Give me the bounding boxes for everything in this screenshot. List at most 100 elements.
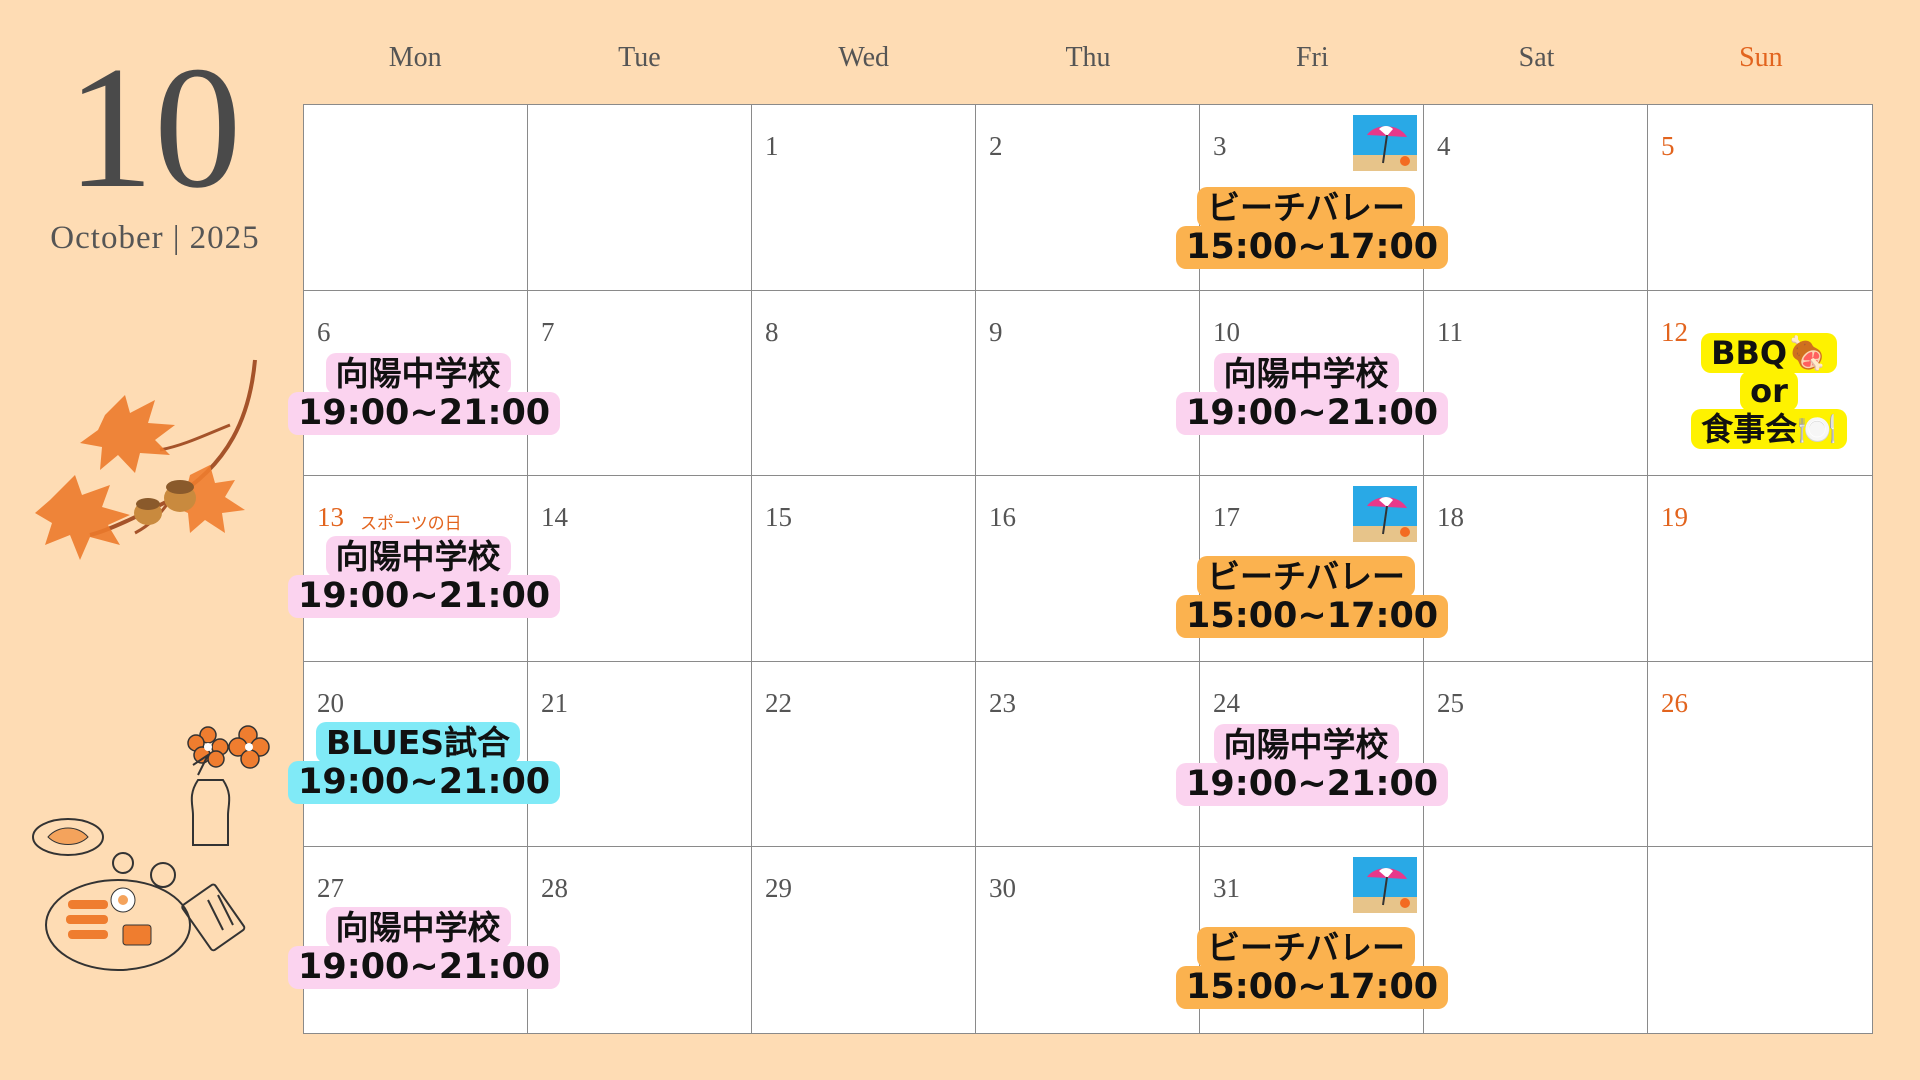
calendar-cell-day-15[interactable]: 15 (752, 476, 976, 662)
event-school[interactable]: 向陽中学校 19:00~21:00 (1176, 352, 1449, 435)
event-bbq-line1: BBQ🍖 (1701, 332, 1837, 373)
event-bbq-line3: 食事会🍽️ (1691, 408, 1847, 449)
day-number: 2 (989, 131, 1003, 161)
day-number: 21 (541, 687, 568, 718)
event-title: 向陽中学校 (325, 352, 511, 394)
event-school[interactable]: 向陽中学校 19:00~21:00 (1176, 723, 1449, 806)
day-number: 13 (317, 502, 344, 533)
day-number: 12 (1661, 316, 1688, 347)
calendar-cell-day-27[interactable]: 27 向陽中学校 19:00~21:00 (288, 847, 561, 1033)
calendar-cell-day-14[interactable]: 14 (528, 476, 752, 662)
day-number: 23 (989, 687, 1016, 718)
calendar-cell-day-31[interactable]: 31 ビーチバレー 15:00~17:00 (1176, 847, 1449, 1033)
weekday-sun: Sun (1739, 42, 1783, 73)
calendar-cell-day-23[interactable]: 23 (976, 661, 1200, 848)
day-number: 8 (765, 316, 779, 347)
event-blues-game[interactable]: BLUES試合 19:00~21:00 (288, 721, 561, 804)
day-number: 6 (317, 316, 331, 347)
day-number: 10 (1213, 316, 1240, 347)
event-time: 15:00~17:00 (1176, 595, 1449, 639)
calendar-cell-day-10[interactable]: 10 向陽中学校 19:00~21:00 (1176, 290, 1449, 477)
calendar-cell-day-19[interactable]: 19 (1648, 476, 1872, 662)
weekday-fri: Fri (1295, 42, 1329, 73)
event-title: 向陽中学校 (1213, 723, 1399, 765)
calendar-cell-empty (1648, 847, 1872, 1033)
event-title: ビーチバレー (1197, 927, 1415, 969)
calendar-cell-day-3[interactable]: 3 ビーチバレー 15:00~17:00 (1176, 105, 1449, 291)
calendar-cell-day-4[interactable]: 4 (1424, 105, 1648, 291)
event-title: 向陽中学校 (325, 907, 511, 949)
weekday-wed: Wed (838, 42, 890, 73)
event-title: 向陽中学校 (1213, 352, 1399, 394)
calendar-cell-day-22[interactable]: 22 (752, 661, 976, 848)
day-number: 11 (1437, 316, 1463, 347)
calendar-cell-day-6[interactable]: 6 向陽中学校 19:00~21:00 (288, 290, 561, 477)
day-number: 17 (1213, 502, 1240, 533)
month-number: 10 (66, 30, 242, 224)
calendar-cell-day-20[interactable]: 20 BLUES試合 19:00~21:00 (288, 661, 561, 848)
calendar-cell-day-25[interactable]: 25 (1424, 661, 1648, 848)
event-time: 15:00~17:00 (1176, 966, 1449, 1010)
food-table-icon (32, 725, 270, 971)
weekday-tue: Tue (618, 42, 661, 73)
day-number: 15 (765, 502, 792, 533)
weekday-sat: Sat (1518, 42, 1555, 73)
day-number: 24 (1213, 687, 1240, 718)
calendar-cell-day-24[interactable]: 24 向陽中学校 19:00~21:00 (1176, 661, 1449, 848)
calendar-grid: 1 2 3 ビーチバレー 15:00~17:00 4 5 6 向陽中学校 19:… (288, 104, 1873, 1034)
calendar-cell-day-17[interactable]: 17 ビーチバレー 15:00~17:00 (1176, 476, 1449, 662)
day-number: 1 (765, 131, 779, 161)
beach-umbrella-icon (1353, 486, 1417, 543)
event-school[interactable]: 向陽中学校 19:00~21:00 (288, 536, 561, 619)
calendar-cell-day-8[interactable]: 8 (752, 290, 976, 477)
event-time: 19:00~21:00 (288, 760, 561, 804)
beach-umbrella-icon (1353, 857, 1417, 914)
day-number: 18 (1437, 502, 1464, 533)
event-title: BLUES試合 (315, 721, 521, 763)
event-time: 19:00~21:00 (288, 575, 561, 619)
calendar-cell-day-1[interactable]: 1 (752, 105, 976, 291)
calendar-cell-day-21[interactable]: 21 (528, 661, 752, 848)
event-bbq[interactable]: BBQ🍖 or 食事会🍽️ (1684, 332, 1854, 449)
event-beach-volleyball[interactable]: ビーチバレー 15:00~17:00 (1176, 187, 1449, 269)
calendar-cell-day-13[interactable]: 13 スポーツの日 向陽中学校 19:00~21:00 (288, 476, 561, 662)
weekday-mon: Mon (388, 42, 442, 73)
calendar-cell-day-2[interactable]: 2 (976, 105, 1200, 291)
event-school[interactable]: 向陽中学校 19:00~21:00 (288, 352, 561, 435)
event-time: 19:00~21:00 (1176, 391, 1449, 435)
day-number: 28 (541, 873, 568, 904)
event-time: 19:00~21:00 (1176, 762, 1449, 806)
day-number: 3 (1213, 131, 1227, 161)
calendar-cell-day-12[interactable]: 12 BBQ🍖 or 食事会🍽️ (1648, 291, 1872, 477)
calendar-cell-day-7[interactable]: 7 (528, 290, 752, 477)
day-number: 16 (989, 502, 1016, 533)
calendar-cell-empty (1424, 847, 1648, 1033)
day-number: 26 (1661, 687, 1688, 718)
event-title: ビーチバレー (1197, 556, 1415, 598)
month-year-label: October | 2025 (50, 220, 260, 256)
event-beach-volleyball[interactable]: ビーチバレー 15:00~17:00 (1176, 927, 1449, 1010)
autumn-leaves-icon (35, 359, 257, 560)
calendar-cell-day-28[interactable]: 28 (528, 847, 752, 1033)
day-number: 14 (541, 502, 568, 533)
day-number: 19 (1661, 502, 1688, 533)
day-number: 5 (1661, 131, 1675, 161)
event-title: 向陽中学校 (325, 536, 511, 578)
calendar-cell-day-26[interactable]: 26 (1648, 662, 1872, 848)
event-time: 19:00~21:00 (288, 946, 561, 990)
event-school[interactable]: 向陽中学校 19:00~21:00 (288, 907, 561, 990)
day-number: 20 (317, 687, 344, 718)
calendar-cell-day-18[interactable]: 18 (1424, 476, 1648, 662)
event-time: 19:00~21:00 (288, 391, 561, 435)
calendar-cell-day-16[interactable]: 16 (976, 476, 1200, 662)
calendar-cell-day-30[interactable]: 30 (976, 847, 1200, 1033)
event-beach-volleyball[interactable]: ビーチバレー 15:00~17:00 (1176, 556, 1449, 639)
calendar-cell-day-11[interactable]: 11 (1424, 290, 1648, 477)
day-number: 30 (989, 873, 1016, 904)
calendar-cell-day-9[interactable]: 9 (976, 290, 1200, 477)
weekday-header: Mon Tue Wed Thu Fri Sat Sun (303, 42, 1873, 82)
calendar-cell-day-29[interactable]: 29 (752, 847, 976, 1033)
calendar-cell-day-5[interactable]: 5 (1648, 105, 1872, 291)
weekday-thu: Thu (1065, 42, 1111, 73)
holiday-name: スポーツの日 (360, 514, 462, 535)
